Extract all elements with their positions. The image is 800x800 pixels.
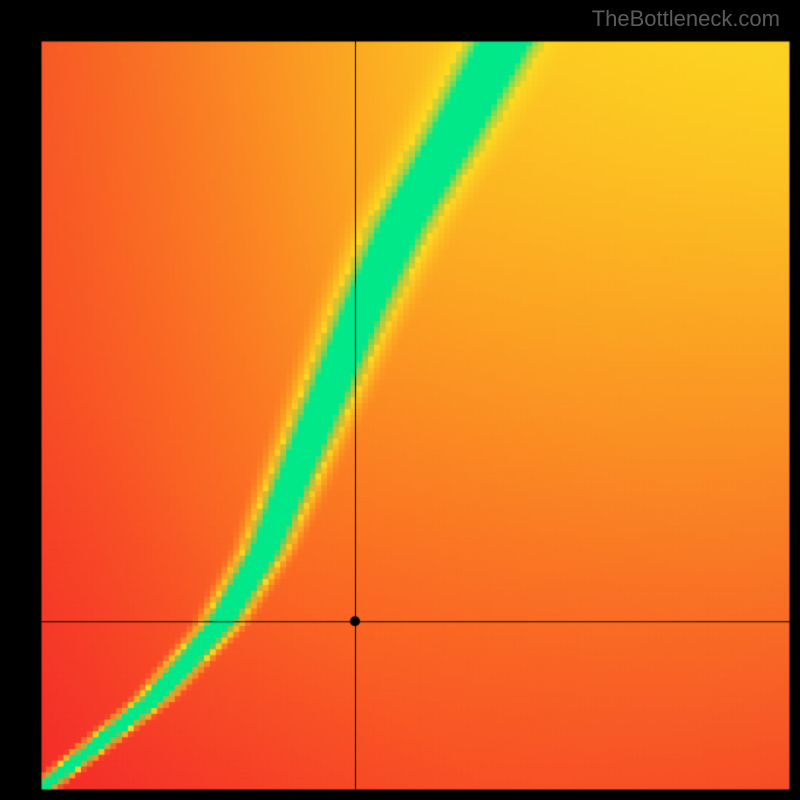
bottleneck-heatmap (0, 0, 800, 800)
watermark-text: TheBottleneck.com (592, 6, 780, 32)
